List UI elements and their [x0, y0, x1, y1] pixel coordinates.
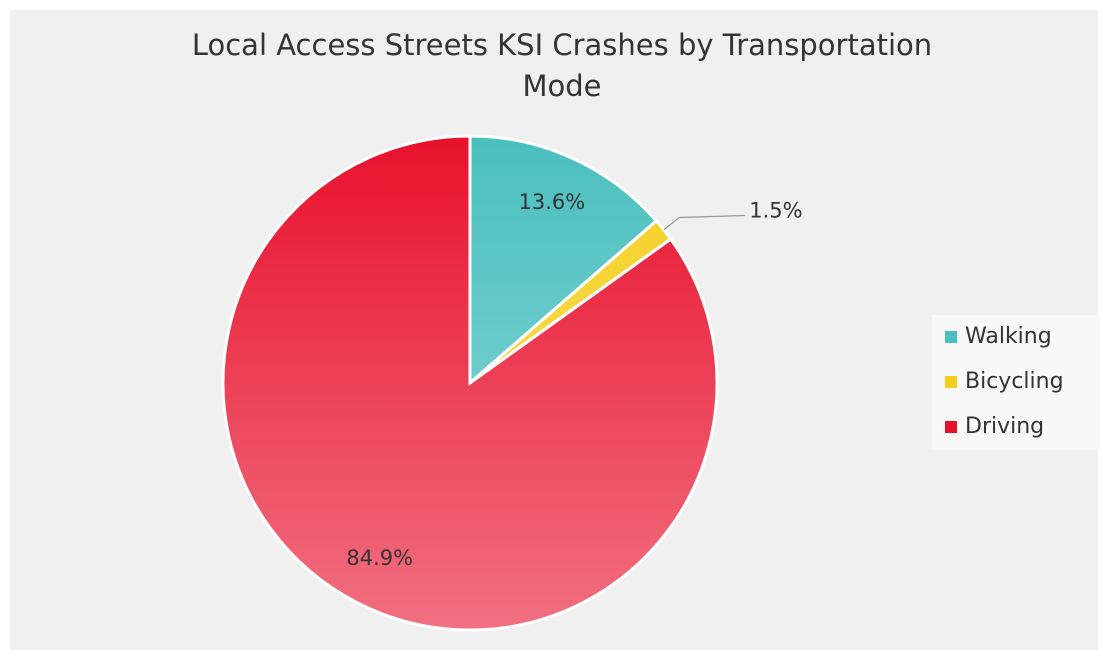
legend-label: Walking: [965, 324, 1052, 349]
chart-title: Mode: [522, 69, 601, 103]
legend-swatch: [945, 331, 957, 343]
pie-slice: [468, 134, 659, 387]
legend-swatch: [945, 376, 957, 388]
chart-title: Local Access Streets KSI Crashes by Tran…: [192, 28, 932, 62]
data-label: 84.9%: [346, 546, 413, 570]
legend-box: [932, 315, 1100, 450]
legend-label: Bicycling: [965, 369, 1064, 394]
pie-slice: [221, 134, 719, 632]
legend-swatch: [945, 421, 957, 433]
data-label: 1.5%: [749, 199, 802, 223]
leader-line: [663, 214, 746, 231]
legend-label: Driving: [965, 414, 1044, 439]
data-label: 13.6%: [519, 190, 586, 214]
